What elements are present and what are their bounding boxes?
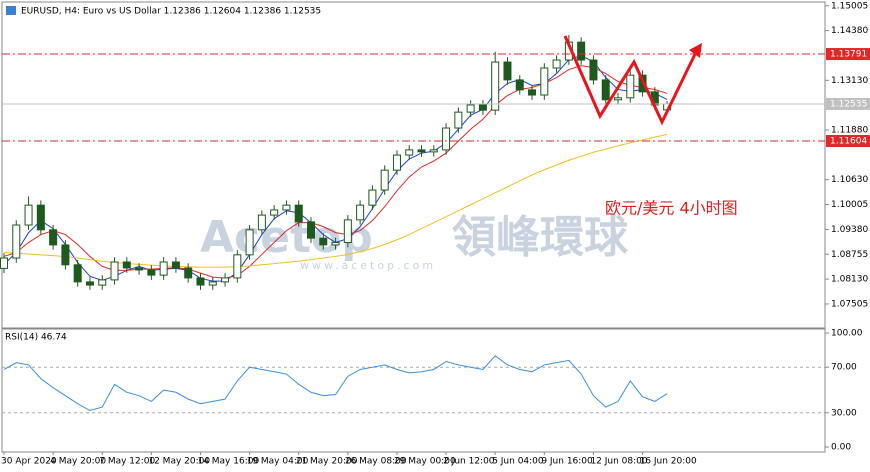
candle-body xyxy=(99,280,106,285)
candle-body xyxy=(602,80,609,100)
x-tick-label: 9 Jun 16:00 xyxy=(541,457,593,467)
y-tick-label: 1.09380 xyxy=(831,225,868,235)
candle-body xyxy=(25,205,32,225)
candle-body xyxy=(74,265,81,282)
candle-body xyxy=(234,255,241,278)
y-tick-label: 70.00 xyxy=(831,363,857,373)
candle-body xyxy=(615,98,622,100)
candle-body xyxy=(50,230,57,245)
candle-body xyxy=(332,243,339,245)
x-tick-label: 16 Jun 20:00 xyxy=(640,457,697,467)
candle-body xyxy=(357,205,364,220)
candle-body xyxy=(1,258,8,268)
candle-body xyxy=(123,262,130,268)
candle-body xyxy=(320,238,327,245)
candle-body xyxy=(393,155,400,170)
candle-body xyxy=(86,282,93,285)
candle-body xyxy=(430,150,437,152)
y-tick-label: 0.00 xyxy=(831,443,851,453)
x-tick-label: 5 Jun 04:00 xyxy=(492,457,544,467)
candle-body xyxy=(258,215,265,230)
candle-body xyxy=(529,90,536,95)
price-level-label: 1.12535 xyxy=(830,99,867,109)
rsi-title: RSI(14) 46.74 xyxy=(5,333,67,343)
candle-body xyxy=(479,105,486,110)
candle-body xyxy=(516,80,523,90)
y-tick-label: 1.15005 xyxy=(831,1,868,11)
candle-body xyxy=(136,268,143,270)
candle-body xyxy=(13,225,20,258)
y-tick-label: 1.11880 xyxy=(831,126,868,136)
candle-body xyxy=(455,112,462,128)
y-tick-label: 1.08130 xyxy=(831,275,868,285)
candle-body xyxy=(418,150,425,152)
candle-body xyxy=(160,262,167,275)
y-tick-label: 1.07505 xyxy=(831,299,868,309)
y-tick-label: 30.00 xyxy=(831,408,857,418)
candle-body xyxy=(172,262,179,268)
candle-body xyxy=(295,205,302,222)
candle-body xyxy=(37,205,44,230)
y-tick-label: 1.10630 xyxy=(831,175,868,185)
x-tick-label: 2 Jun 12:00 xyxy=(443,457,495,467)
annotation: 欧元/美元 4小时图 xyxy=(605,199,738,218)
y-tick-label: 1.10005 xyxy=(831,200,868,210)
candle-body xyxy=(467,105,474,112)
candle-body xyxy=(590,60,597,80)
x-tick-label: 4 May 20:00 xyxy=(50,457,106,467)
candle-body xyxy=(111,262,118,280)
candle-body xyxy=(406,150,413,155)
candle-body xyxy=(308,222,315,238)
candle-body xyxy=(209,282,216,285)
candle-body xyxy=(492,62,499,110)
candle-body xyxy=(627,75,634,98)
watermark: 領峰環球 xyxy=(452,212,629,263)
price-level-label: 1.11604 xyxy=(830,136,867,146)
watermark-url: www.acetop.com xyxy=(300,259,436,272)
chart-title: EURUSD, H4: Euro vs US Dollar 1.12386 1.… xyxy=(21,7,321,17)
candle-body xyxy=(344,220,351,243)
candle-body xyxy=(62,245,69,265)
x-tick-label: 7 May 12:00 xyxy=(99,457,155,467)
candle-body xyxy=(148,270,155,275)
symbol-icon xyxy=(6,6,16,15)
x-tick-label: 30 Apr 2020 xyxy=(1,457,57,467)
y-tick-label: 100.00 xyxy=(831,329,863,339)
candle-body xyxy=(541,68,548,95)
candle-body xyxy=(578,42,585,60)
candle-body xyxy=(185,268,192,278)
candle-body xyxy=(222,278,229,282)
candle-body xyxy=(443,128,450,150)
candle-body xyxy=(553,60,560,68)
candle-body xyxy=(197,278,204,285)
y-tick-label: 1.08755 xyxy=(831,250,868,260)
candle-body xyxy=(246,230,253,255)
candle-body xyxy=(381,170,388,190)
candle-body xyxy=(271,210,278,215)
y-tick-label: 1.13130 xyxy=(831,76,868,86)
y-tick-label: 1.14380 xyxy=(831,26,868,36)
candle-body xyxy=(504,62,511,80)
candle-body xyxy=(369,190,376,205)
price-level-label: 1.13791 xyxy=(830,50,867,60)
candle-body xyxy=(283,205,290,210)
